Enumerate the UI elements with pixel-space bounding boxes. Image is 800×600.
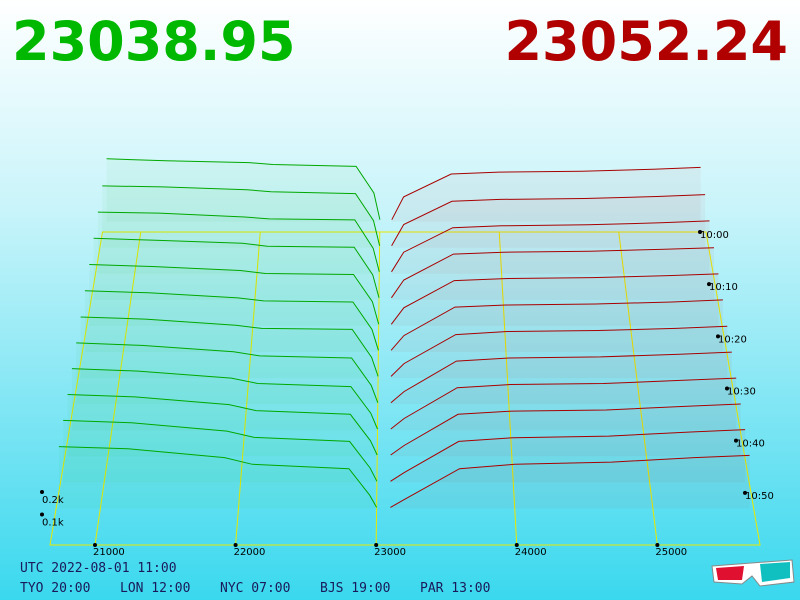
tick-dot — [374, 543, 379, 547]
ask-curve-area — [390, 455, 750, 509]
tick-dot — [743, 490, 747, 495]
bid-curve-area — [89, 264, 379, 326]
t-tick-label: 10:30 — [727, 387, 756, 398]
bid-curve-area — [76, 342, 378, 405]
floor — [49, 231, 761, 546]
t-tick-label: 10:20 — [718, 334, 747, 345]
t-tick-label: 10:00 — [700, 230, 729, 241]
bid-curve-area — [80, 317, 379, 379]
x-tick-label: 25000 — [655, 547, 687, 558]
bid-curve — [84, 290, 379, 351]
bid-curve-area — [71, 368, 378, 431]
glasses-icon — [711, 559, 795, 587]
city-time: BJS 19:00 — [320, 581, 390, 596]
ask-curve — [391, 166, 701, 220]
utc-time: UTC 2022-08-01 11:00 — [20, 561, 177, 576]
city-time: NYC 07:00 — [220, 581, 290, 596]
bid-curve — [67, 394, 378, 456]
ask-curve-area — [390, 429, 746, 483]
ask-price: 23052.24 — [504, 10, 788, 73]
city-time: PAR 13:00 — [420, 581, 490, 596]
tick-dot — [92, 543, 97, 547]
ask-curve-area — [391, 247, 714, 300]
bid-curve — [63, 419, 378, 482]
bid-curve-area — [93, 238, 379, 300]
bid-price: 23038.95 — [12, 10, 296, 73]
tick-dot — [655, 543, 660, 547]
ask-curve — [390, 325, 728, 377]
bid-curve — [80, 316, 379, 377]
z-tick-label: 0.2k — [42, 495, 64, 506]
floor-outline — [49, 231, 761, 546]
ask-curve-area — [390, 378, 737, 431]
ask-curve — [390, 299, 723, 351]
tick-dot — [514, 543, 519, 547]
tick-dot — [734, 438, 738, 443]
bid-curve-area — [106, 158, 380, 222]
ask-curve-area — [391, 167, 701, 222]
grid-line — [498, 231, 518, 546]
tick-dot — [698, 230, 702, 234]
bid-curve — [76, 342, 379, 403]
ask-curve — [390, 351, 732, 404]
t-tick-label: 10:40 — [736, 439, 765, 450]
ask-curve — [391, 194, 706, 246]
grid-line — [375, 231, 381, 546]
grid-line — [94, 231, 142, 546]
bid-curve — [71, 368, 378, 430]
ask-curve — [390, 454, 750, 508]
bid-curve — [102, 185, 381, 246]
bid-curve — [93, 237, 380, 298]
ask-curve — [391, 220, 710, 273]
ask-curve — [390, 403, 741, 456]
tick-dot — [40, 490, 44, 494]
ask-curve-area — [391, 299, 723, 352]
grid-line — [235, 231, 261, 546]
tick-dot — [707, 282, 711, 287]
x-tick-label: 23000 — [374, 547, 406, 558]
bid-curve — [106, 158, 381, 220]
x-tick-label: 22000 — [234, 547, 266, 558]
z-tick-label: 0.1k — [42, 518, 64, 529]
x-tick-label: 21000 — [93, 547, 125, 558]
t-tick-label: 10:50 — [745, 491, 774, 502]
ask-curve — [390, 247, 715, 299]
city-time: LON 12:00 — [120, 581, 190, 596]
tick-dot — [725, 386, 729, 391]
bid-curve-area — [58, 446, 377, 509]
bid-curve — [89, 264, 380, 325]
ask-curve-area — [391, 326, 728, 379]
ask-curve-area — [390, 404, 741, 457]
ask-curve-area — [390, 352, 732, 405]
grid-line — [618, 231, 658, 546]
curves — [58, 158, 750, 509]
x-tick-label: 24000 — [515, 547, 547, 558]
ask-curve — [390, 377, 737, 430]
ask-curve-area — [391, 220, 710, 274]
bid-curve — [97, 211, 380, 272]
ask-curve-area — [391, 273, 719, 326]
tick-dot — [40, 512, 44, 517]
tick-dot — [233, 543, 238, 547]
city-time: TYO 20:00 — [20, 581, 90, 596]
tick-dot — [716, 334, 720, 339]
bid-curve — [58, 446, 378, 508]
ask-curve — [390, 273, 719, 325]
bid-curve-area — [67, 394, 378, 457]
ask-curve — [390, 429, 746, 482]
t-tick-label: 10:10 — [709, 282, 738, 293]
bid-curve-area — [84, 290, 379, 352]
labels: 21000 22000 23000 24000 25000 10:00 10:10 10:20… — [40, 230, 774, 558]
ask-curve-area — [391, 194, 706, 248]
